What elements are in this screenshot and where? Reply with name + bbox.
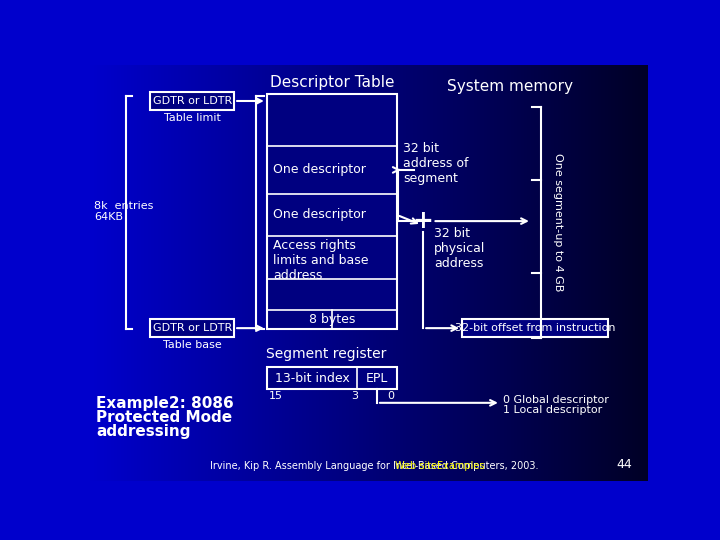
Text: One descriptor: One descriptor [273, 208, 366, 221]
Text: 64KB: 64KB [94, 212, 123, 222]
Text: 32 bit
address of
segment: 32 bit address of segment [403, 142, 469, 185]
Text: GDTR or LDTR: GDTR or LDTR [153, 96, 232, 106]
Text: Access rights
limits and base
address: Access rights limits and base address [273, 239, 369, 282]
Text: 13-bit index: 13-bit index [274, 372, 349, 384]
Text: Table base: Table base [163, 340, 222, 350]
Bar [266, 94, 397, 329]
Bar [150, 319, 234, 338]
Text: 8 bytes: 8 bytes [309, 313, 355, 326]
Text: 3: 3 [351, 390, 358, 401]
Text: Examples: Examples [437, 461, 485, 470]
Text: Web site: Web site [395, 461, 437, 470]
Text: 1 Local descriptor: 1 Local descriptor [503, 405, 603, 415]
Bar [266, 367, 397, 389]
Text: 0 Global descriptor: 0 Global descriptor [503, 395, 609, 405]
Text: Irvine, Kip R. Assembly Language for Intel-Based Computers, 2003.: Irvine, Kip R. Assembly Language for Int… [210, 461, 539, 470]
Text: Descriptor Table: Descriptor Table [269, 75, 394, 90]
Text: System memory: System memory [447, 79, 573, 93]
Text: 8k  entries: 8k entries [94, 201, 153, 211]
Text: 0: 0 [387, 390, 395, 401]
Text: addressing: addressing [96, 423, 191, 438]
Text: 44: 44 [617, 457, 632, 470]
Text: GDTR or LDTR: GDTR or LDTR [153, 323, 232, 333]
Text: One segment-up to 4 GB: One segment-up to 4 GB [554, 153, 564, 292]
Bar [150, 92, 234, 110]
Text: Protected Mode: Protected Mode [96, 410, 233, 425]
Text: Segment register: Segment register [266, 347, 387, 361]
Bar [462, 319, 608, 338]
Text: 15: 15 [269, 390, 283, 401]
Text: 32 bit
physical
address: 32 bit physical address [434, 227, 485, 270]
Text: 32-bit offset from instruction: 32-bit offset from instruction [454, 323, 615, 333]
Text: One descriptor: One descriptor [273, 164, 366, 177]
Text: EPL: EPL [366, 372, 388, 384]
Text: Example2: 8086: Example2: 8086 [96, 396, 234, 411]
Text: +: + [413, 209, 433, 233]
Text: Table limit: Table limit [164, 112, 221, 123]
